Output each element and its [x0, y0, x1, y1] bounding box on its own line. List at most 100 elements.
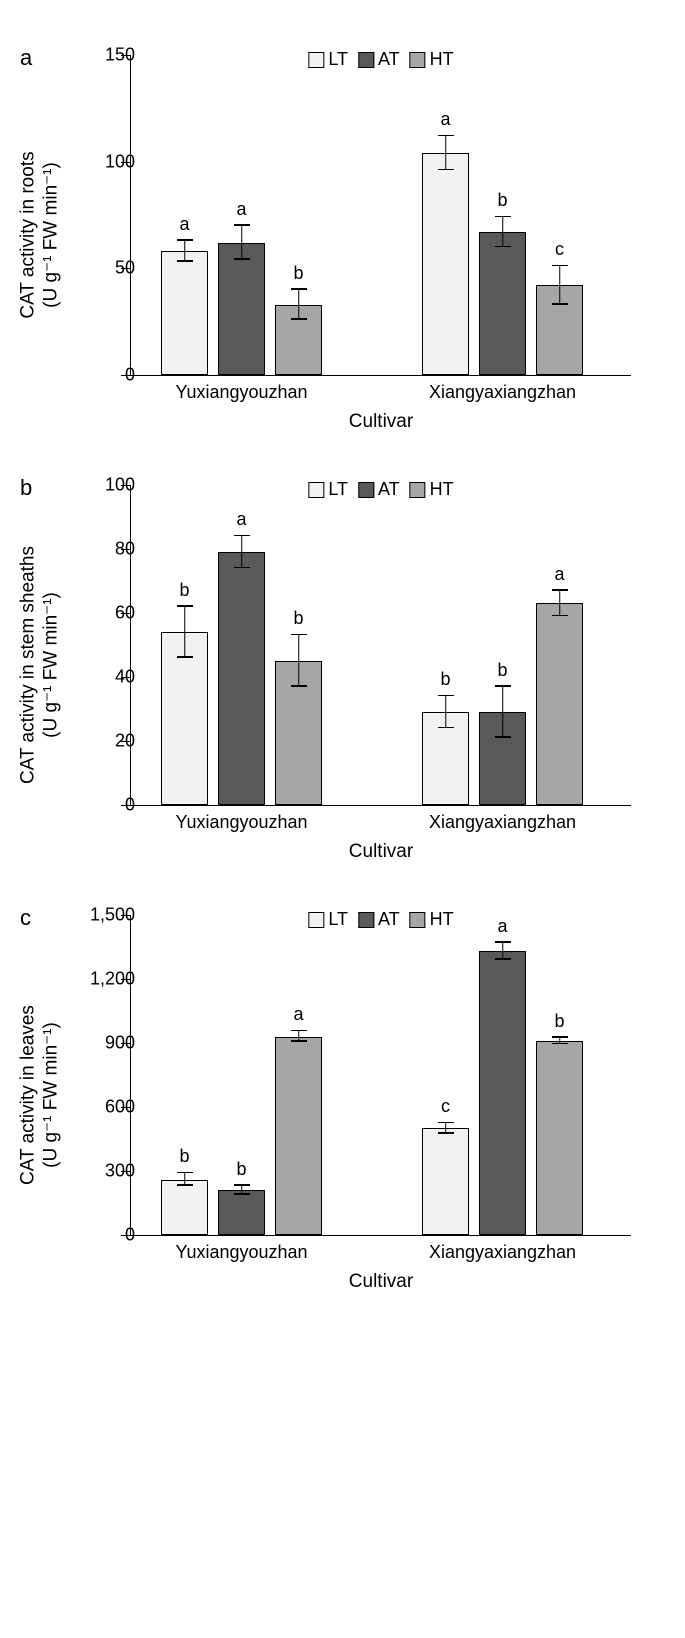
- x-category-label: Xiangyaxiangzhan: [429, 382, 576, 403]
- significance-label: c: [555, 239, 564, 260]
- error-cap: [291, 318, 307, 320]
- error-bar: [559, 266, 561, 304]
- legend: LT AT HT: [308, 49, 453, 70]
- error-cap: [438, 727, 454, 729]
- error-cap: [177, 656, 193, 658]
- ytick: [121, 805, 131, 806]
- significance-label: a: [554, 564, 564, 585]
- error-cap: [177, 1172, 193, 1174]
- legend: LT AT HT: [308, 479, 453, 500]
- legend-item: HT: [410, 909, 454, 930]
- error-cap: [291, 685, 307, 687]
- ytick: [121, 613, 131, 614]
- panel-label: a: [20, 45, 32, 71]
- y-axis-label: CAT activity in roots(U g⁻¹ FW min⁻¹): [18, 151, 63, 318]
- error-cap: [177, 239, 193, 241]
- legend-swatch: [410, 912, 426, 928]
- legend-label: HT: [430, 479, 454, 500]
- ytick: [121, 1171, 131, 1172]
- significance-label: b: [497, 660, 507, 681]
- error-cap: [177, 605, 193, 607]
- ytick: [121, 741, 131, 742]
- legend-label: LT: [328, 909, 348, 930]
- legend-label: AT: [378, 49, 400, 70]
- significance-label: b: [440, 669, 450, 690]
- error-cap: [552, 589, 568, 591]
- significance-label: b: [293, 263, 303, 284]
- bar: [218, 243, 265, 375]
- legend-item: AT: [358, 479, 400, 500]
- error-cap: [291, 1040, 307, 1042]
- error-cap: [438, 1122, 454, 1124]
- legend-swatch: [358, 482, 374, 498]
- error-bar: [298, 635, 300, 686]
- significance-label: b: [236, 1159, 246, 1180]
- y-axis-label: CAT activity in leaves(U g⁻¹ FW min⁻¹): [18, 1005, 63, 1185]
- bar: [536, 603, 583, 805]
- ytick: [121, 162, 131, 163]
- error-bar: [502, 687, 504, 738]
- chart-a: 050100150CAT activity in roots(U g⁻¹ FW …: [130, 45, 650, 425]
- significance-label: a: [236, 199, 246, 220]
- legend-swatch: [308, 482, 324, 498]
- bar: [422, 1128, 469, 1235]
- panel-label: b: [20, 475, 32, 501]
- legend-label: LT: [328, 49, 348, 70]
- error-cap: [234, 567, 250, 569]
- chart-c: 03006009001,2001,500CAT activity in leav…: [130, 905, 650, 1285]
- significance-label: b: [497, 190, 507, 211]
- error-cap: [552, 615, 568, 617]
- ytick: [121, 268, 131, 269]
- legend-item: LT: [308, 49, 348, 70]
- legend-label: AT: [378, 909, 400, 930]
- ytick: [121, 1107, 131, 1108]
- bar: [479, 951, 526, 1235]
- significance-label: b: [293, 608, 303, 629]
- significance-label: b: [179, 1146, 189, 1167]
- error-cap: [552, 303, 568, 305]
- ytick: [121, 485, 131, 486]
- ytick: [121, 915, 131, 916]
- error-cap: [291, 1030, 307, 1032]
- plot-area: LTATHTaabYuxiangyouzhanabcXiangyaxiangzh…: [130, 55, 631, 376]
- error-bar: [502, 943, 504, 960]
- legend-item: AT: [358, 909, 400, 930]
- significance-label: c: [441, 1096, 450, 1117]
- bar: [218, 552, 265, 805]
- bar: [275, 1037, 322, 1235]
- plot-area: LTATHTbabYuxiangyouzhanbbaXiangyaxiangzh…: [130, 485, 631, 806]
- ytick: [121, 375, 131, 376]
- significance-label: a: [440, 109, 450, 130]
- legend-swatch: [358, 912, 374, 928]
- error-bar: [184, 607, 186, 658]
- error-bar: [445, 136, 447, 170]
- bar: [422, 153, 469, 375]
- legend-label: HT: [430, 49, 454, 70]
- panel-a: a050100150CAT activity in roots(U g⁻¹ FW…: [20, 45, 665, 425]
- error-bar: [241, 226, 243, 260]
- panel-c: c03006009001,2001,500CAT activity in lea…: [20, 905, 665, 1285]
- error-cap: [438, 169, 454, 171]
- error-cap: [291, 634, 307, 636]
- legend-swatch: [308, 52, 324, 68]
- legend-swatch: [410, 482, 426, 498]
- bar: [479, 232, 526, 375]
- legend-swatch: [358, 52, 374, 68]
- significance-label: a: [236, 509, 246, 530]
- error-cap: [495, 246, 511, 248]
- ytick: [121, 1043, 131, 1044]
- bar: [161, 632, 208, 805]
- x-axis-label: Cultivar: [349, 1271, 413, 1293]
- x-category-label: Xiangyaxiangzhan: [429, 1242, 576, 1263]
- legend-item: LT: [308, 909, 348, 930]
- significance-label: a: [293, 1004, 303, 1025]
- legend: LT AT HT: [308, 909, 453, 930]
- error-cap: [234, 535, 250, 537]
- error-cap: [438, 695, 454, 697]
- legend-label: LT: [328, 479, 348, 500]
- ytick: [121, 55, 131, 56]
- legend-item: HT: [410, 479, 454, 500]
- error-cap: [177, 260, 193, 262]
- panel-b: b020406080100CAT activity in stem sheath…: [20, 475, 665, 855]
- x-category-label: Yuxiangyouzhan: [175, 382, 307, 403]
